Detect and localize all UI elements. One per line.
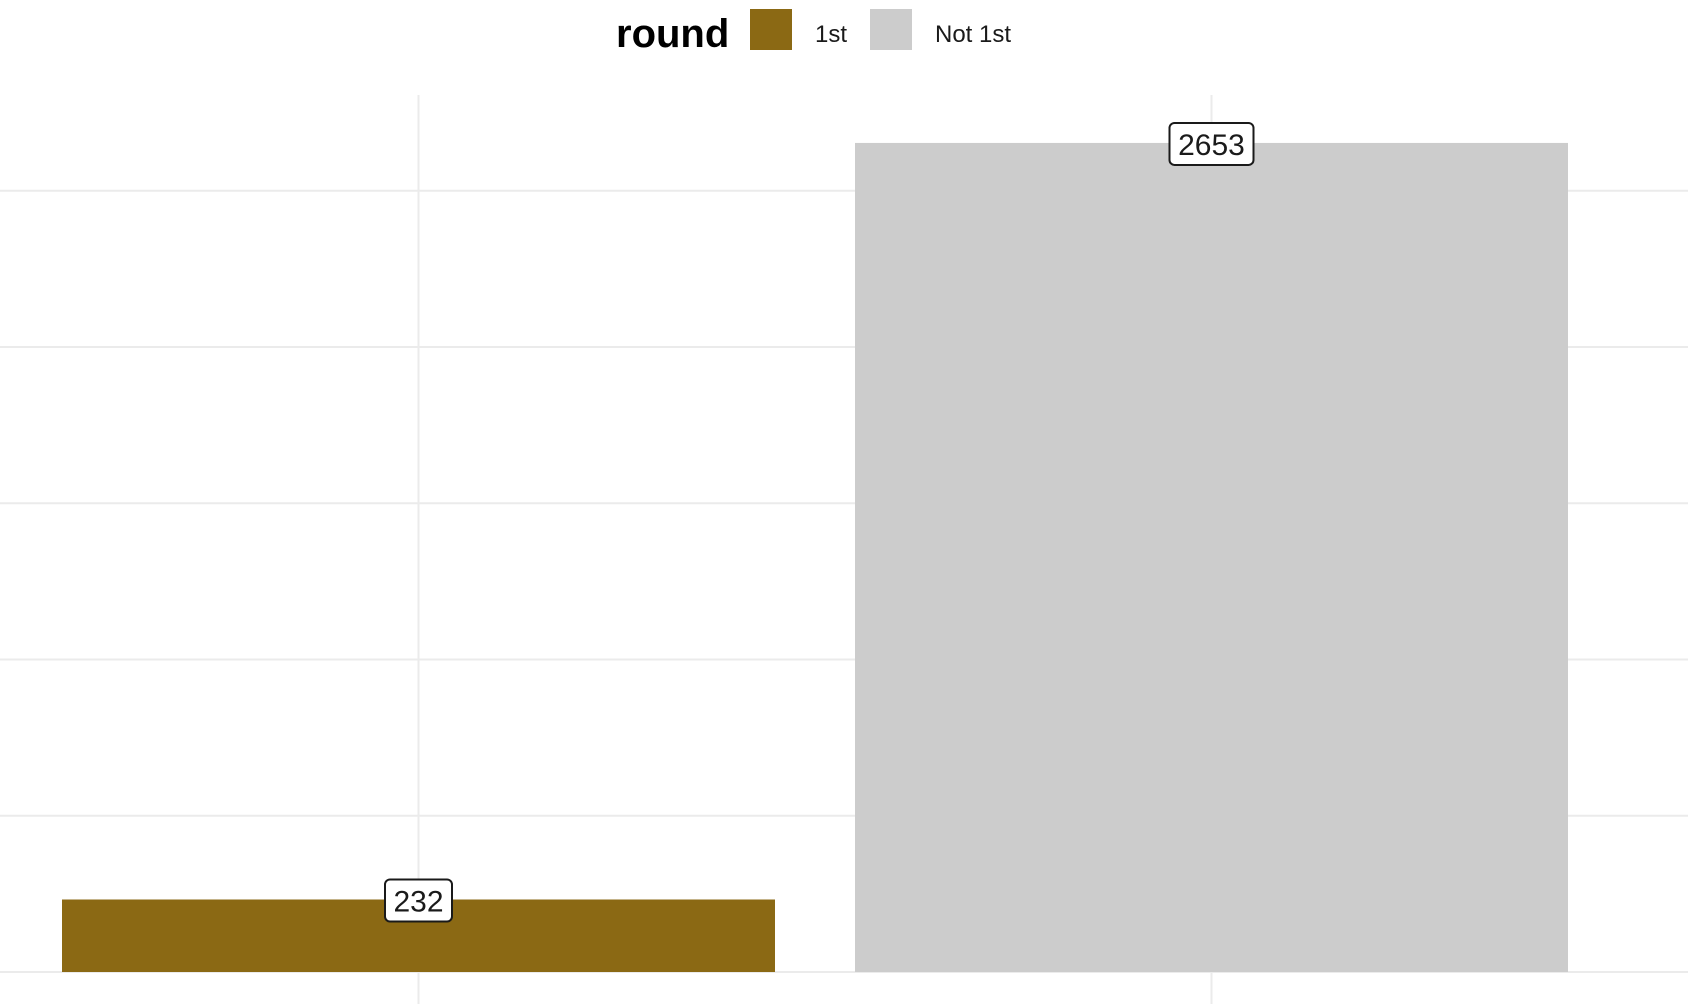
legend-swatch-not-1st [870,9,912,50]
legend-label-not-1st: Not 1st [935,21,1011,48]
legend-title: round [616,12,729,56]
data-label-1st: 232 [384,878,453,923]
data-label-text-not-1st: 2653 [1178,129,1245,162]
data-label-text-1st: 232 [393,886,443,919]
data-labels: 232 2653 [384,121,1255,923]
bars [62,142,1568,972]
data-label-box-not-1st [1168,121,1255,166]
bar-not-1st [855,142,1568,972]
data-label-not-1st: 2653 [1168,121,1255,166]
legend-swatch-1st [750,9,792,50]
data-label-box-1st [384,878,453,923]
legend-label-1st: 1st [815,21,847,48]
legend: round 1st Not 1st [616,9,1011,56]
